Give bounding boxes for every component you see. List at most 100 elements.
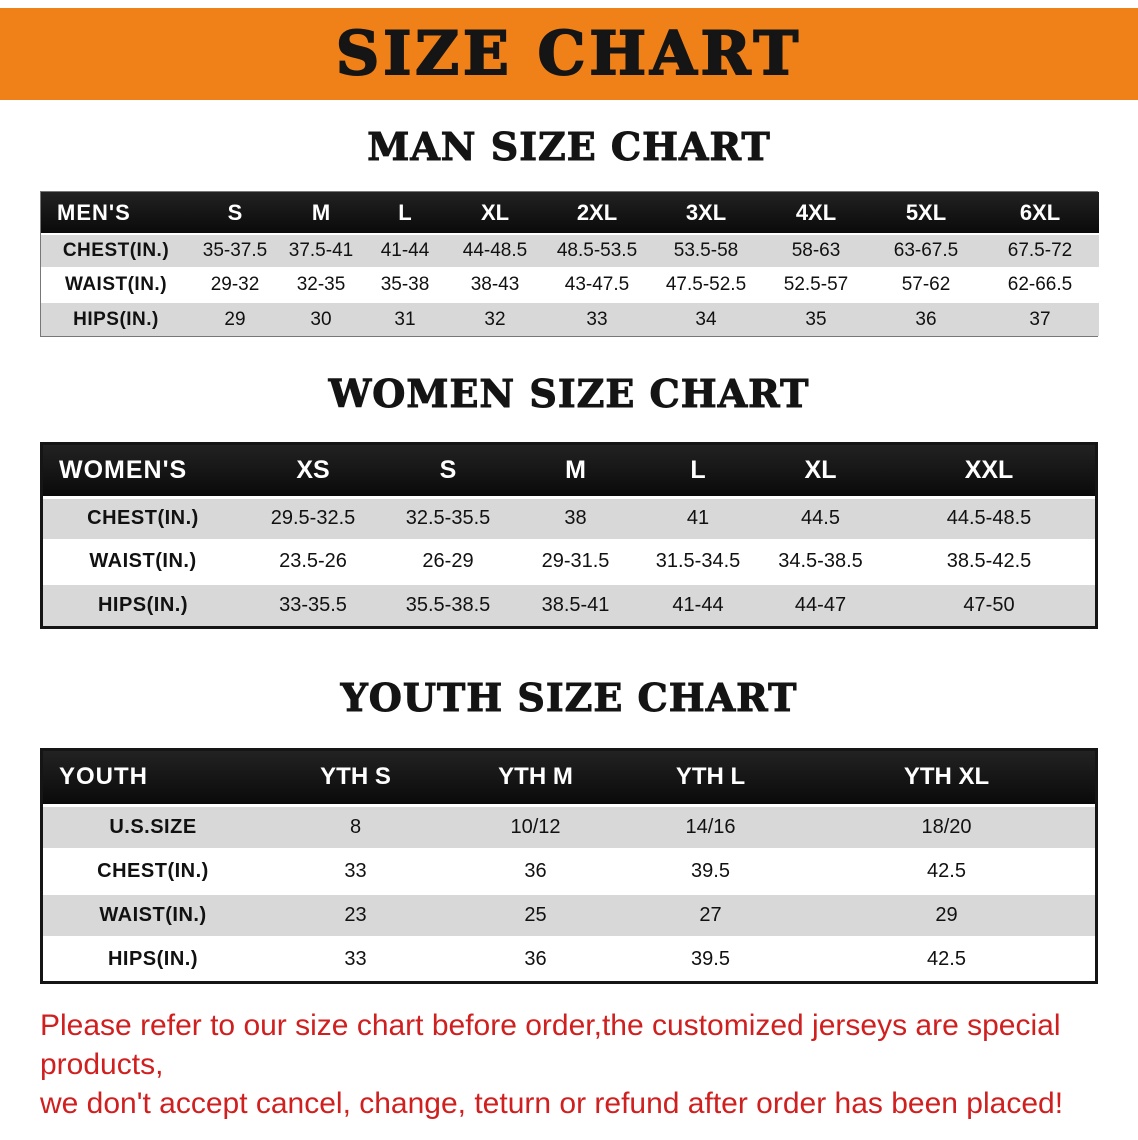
size-header-cell: L [638,445,758,497]
value-cell: 37 [981,301,1099,336]
value-cell: 44-48.5 [447,233,543,268]
value-cell: 47.5-52.5 [651,267,761,302]
value-cell: 38 [513,495,638,540]
value-cell: 35-38 [363,267,447,302]
value-cell: 47-50 [883,581,1095,626]
youth-ussize-row: U.S.SIZE 8 10/12 14/16 18/20 [43,803,1095,849]
value-cell: 27 [623,891,798,937]
youth-waist-row: WAIST(IN.) 23 25 27 29 [43,891,1095,937]
men-header-row: MEN'S S M L XL 2XL 3XL 4XL 5XL 6XL [41,192,1099,234]
row-label: WAIST(IN.) [43,891,263,937]
value-cell: 30 [279,301,363,336]
value-cell: 35 [761,301,871,336]
footer-note-line2: we don't accept cancel, change, teturn o… [40,1087,1064,1120]
men-waist-row: WAIST(IN.) 29-32 32-35 35-38 38-43 43-47… [41,267,1099,302]
size-header-cell: XS [243,445,383,497]
value-cell: 44.5-48.5 [883,495,1095,540]
row-label: HIPS(IN.) [43,935,263,981]
value-cell: 29.5-32.5 [243,495,383,540]
value-cell: 39.5 [623,935,798,981]
men-chest-row: CHEST(IN.) 35-37.5 37.5-41 41-44 44-48.5… [41,233,1099,268]
value-cell: 58-63 [761,233,871,268]
row-label: CHEST(IN.) [41,233,191,268]
value-cell: 26-29 [383,538,513,583]
value-cell: 32-35 [279,267,363,302]
size-header-cell: YTH M [448,751,623,805]
size-header-cell: 3XL [651,192,761,234]
men-size-section: MAN SIZE CHART MEN'S S M L XL 2XL 3XL [0,124,1138,337]
size-header-cell: 5XL [871,192,981,234]
row-label: WAIST(IN.) [43,538,243,583]
value-cell: 29-32 [191,267,279,302]
value-cell: 42.5 [798,847,1095,893]
size-header-cell: 6XL [981,192,1099,234]
women-chest-row: CHEST(IN.) 29.5-32.5 32.5-35.5 38 41 44.… [43,495,1095,540]
women-size-table: WOMEN'S XS S M L XL XXL CHEST(IN.) 29.5-… [40,442,1098,629]
women-size-section: WOMEN SIZE CHART WOMEN'S XS S M L XL XXL [0,371,1138,629]
women-waist-row: WAIST(IN.) 23.5-26 26-29 29-31.5 31.5-34… [43,538,1095,583]
footer-note: Please refer to our size chart before or… [40,1006,1118,1123]
women-table-corner-label: WOMEN'S [43,445,243,497]
title-banner: SIZE CHART [0,8,1138,100]
value-cell: 36 [448,935,623,981]
value-cell: 35-37.5 [191,233,279,268]
men-hips-row: HIPS(IN.) 29 30 31 32 33 34 35 36 37 [41,301,1099,336]
size-header-cell: M [279,192,363,234]
youth-size-table: YOUTH YTH S YTH M YTH L YTH XL U.S.SIZE … [40,748,1098,984]
value-cell: 33 [263,935,448,981]
row-label: CHEST(IN.) [43,495,243,540]
value-cell: 31.5-34.5 [638,538,758,583]
value-cell: 63-67.5 [871,233,981,268]
size-header-cell: YTH S [263,751,448,805]
value-cell: 33 [263,847,448,893]
value-cell: 32.5-35.5 [383,495,513,540]
men-section-heading: MAN SIZE CHART [367,124,771,170]
value-cell: 29 [798,891,1095,937]
value-cell: 18/20 [798,803,1095,849]
value-cell: 41 [638,495,758,540]
value-cell: 41-44 [363,233,447,268]
size-chart-page: SIZE CHART MAN SIZE CHART MEN'S S M L XL… [0,8,1138,1123]
value-cell: 14/16 [623,803,798,849]
value-cell: 39.5 [623,847,798,893]
value-cell: 34 [651,301,761,336]
youth-chest-row: CHEST(IN.) 33 36 39.5 42.5 [43,847,1095,893]
value-cell: 33 [543,301,651,336]
size-header-cell: XL [758,445,883,497]
size-header-cell: YTH L [623,751,798,805]
youth-header-row: YOUTH YTH S YTH M YTH L YTH XL [43,751,1095,805]
size-header-cell: XXL [883,445,1095,497]
value-cell: 23.5-26 [243,538,383,583]
women-hips-row: HIPS(IN.) 33-35.5 35.5-38.5 38.5-41 41-4… [43,581,1095,626]
value-cell: 36 [448,847,623,893]
row-label: CHEST(IN.) [43,847,263,893]
women-header-row: WOMEN'S XS S M L XL XXL [43,445,1095,497]
value-cell: 62-66.5 [981,267,1099,302]
value-cell: 38-43 [447,267,543,302]
size-header-cell: S [191,192,279,234]
page-title: SIZE CHART [335,19,803,89]
youth-table-corner-label: YOUTH [43,751,263,805]
value-cell: 44-47 [758,581,883,626]
value-cell: 8 [263,803,448,849]
size-header-cell: YTH XL [798,751,1095,805]
value-cell: 42.5 [798,935,1095,981]
size-header-cell: L [363,192,447,234]
value-cell: 10/12 [448,803,623,849]
value-cell: 37.5-41 [279,233,363,268]
size-header-cell: S [383,445,513,497]
value-cell: 41-44 [638,581,758,626]
value-cell: 48.5-53.5 [543,233,651,268]
row-label: U.S.SIZE [43,803,263,849]
value-cell: 29-31.5 [513,538,638,583]
row-label: HIPS(IN.) [41,301,191,336]
size-header-cell: XL [447,192,543,234]
row-label: WAIST(IN.) [41,267,191,302]
men-table-corner-label: MEN'S [41,192,191,234]
size-header-cell: 2XL [543,192,651,234]
youth-size-section: YOUTH SIZE CHART YOUTH YTH S YTH M YTH L… [0,675,1138,984]
value-cell: 31 [363,301,447,336]
youth-section-heading: YOUTH SIZE CHART [340,675,798,721]
value-cell: 25 [448,891,623,937]
value-cell: 53.5-58 [651,233,761,268]
